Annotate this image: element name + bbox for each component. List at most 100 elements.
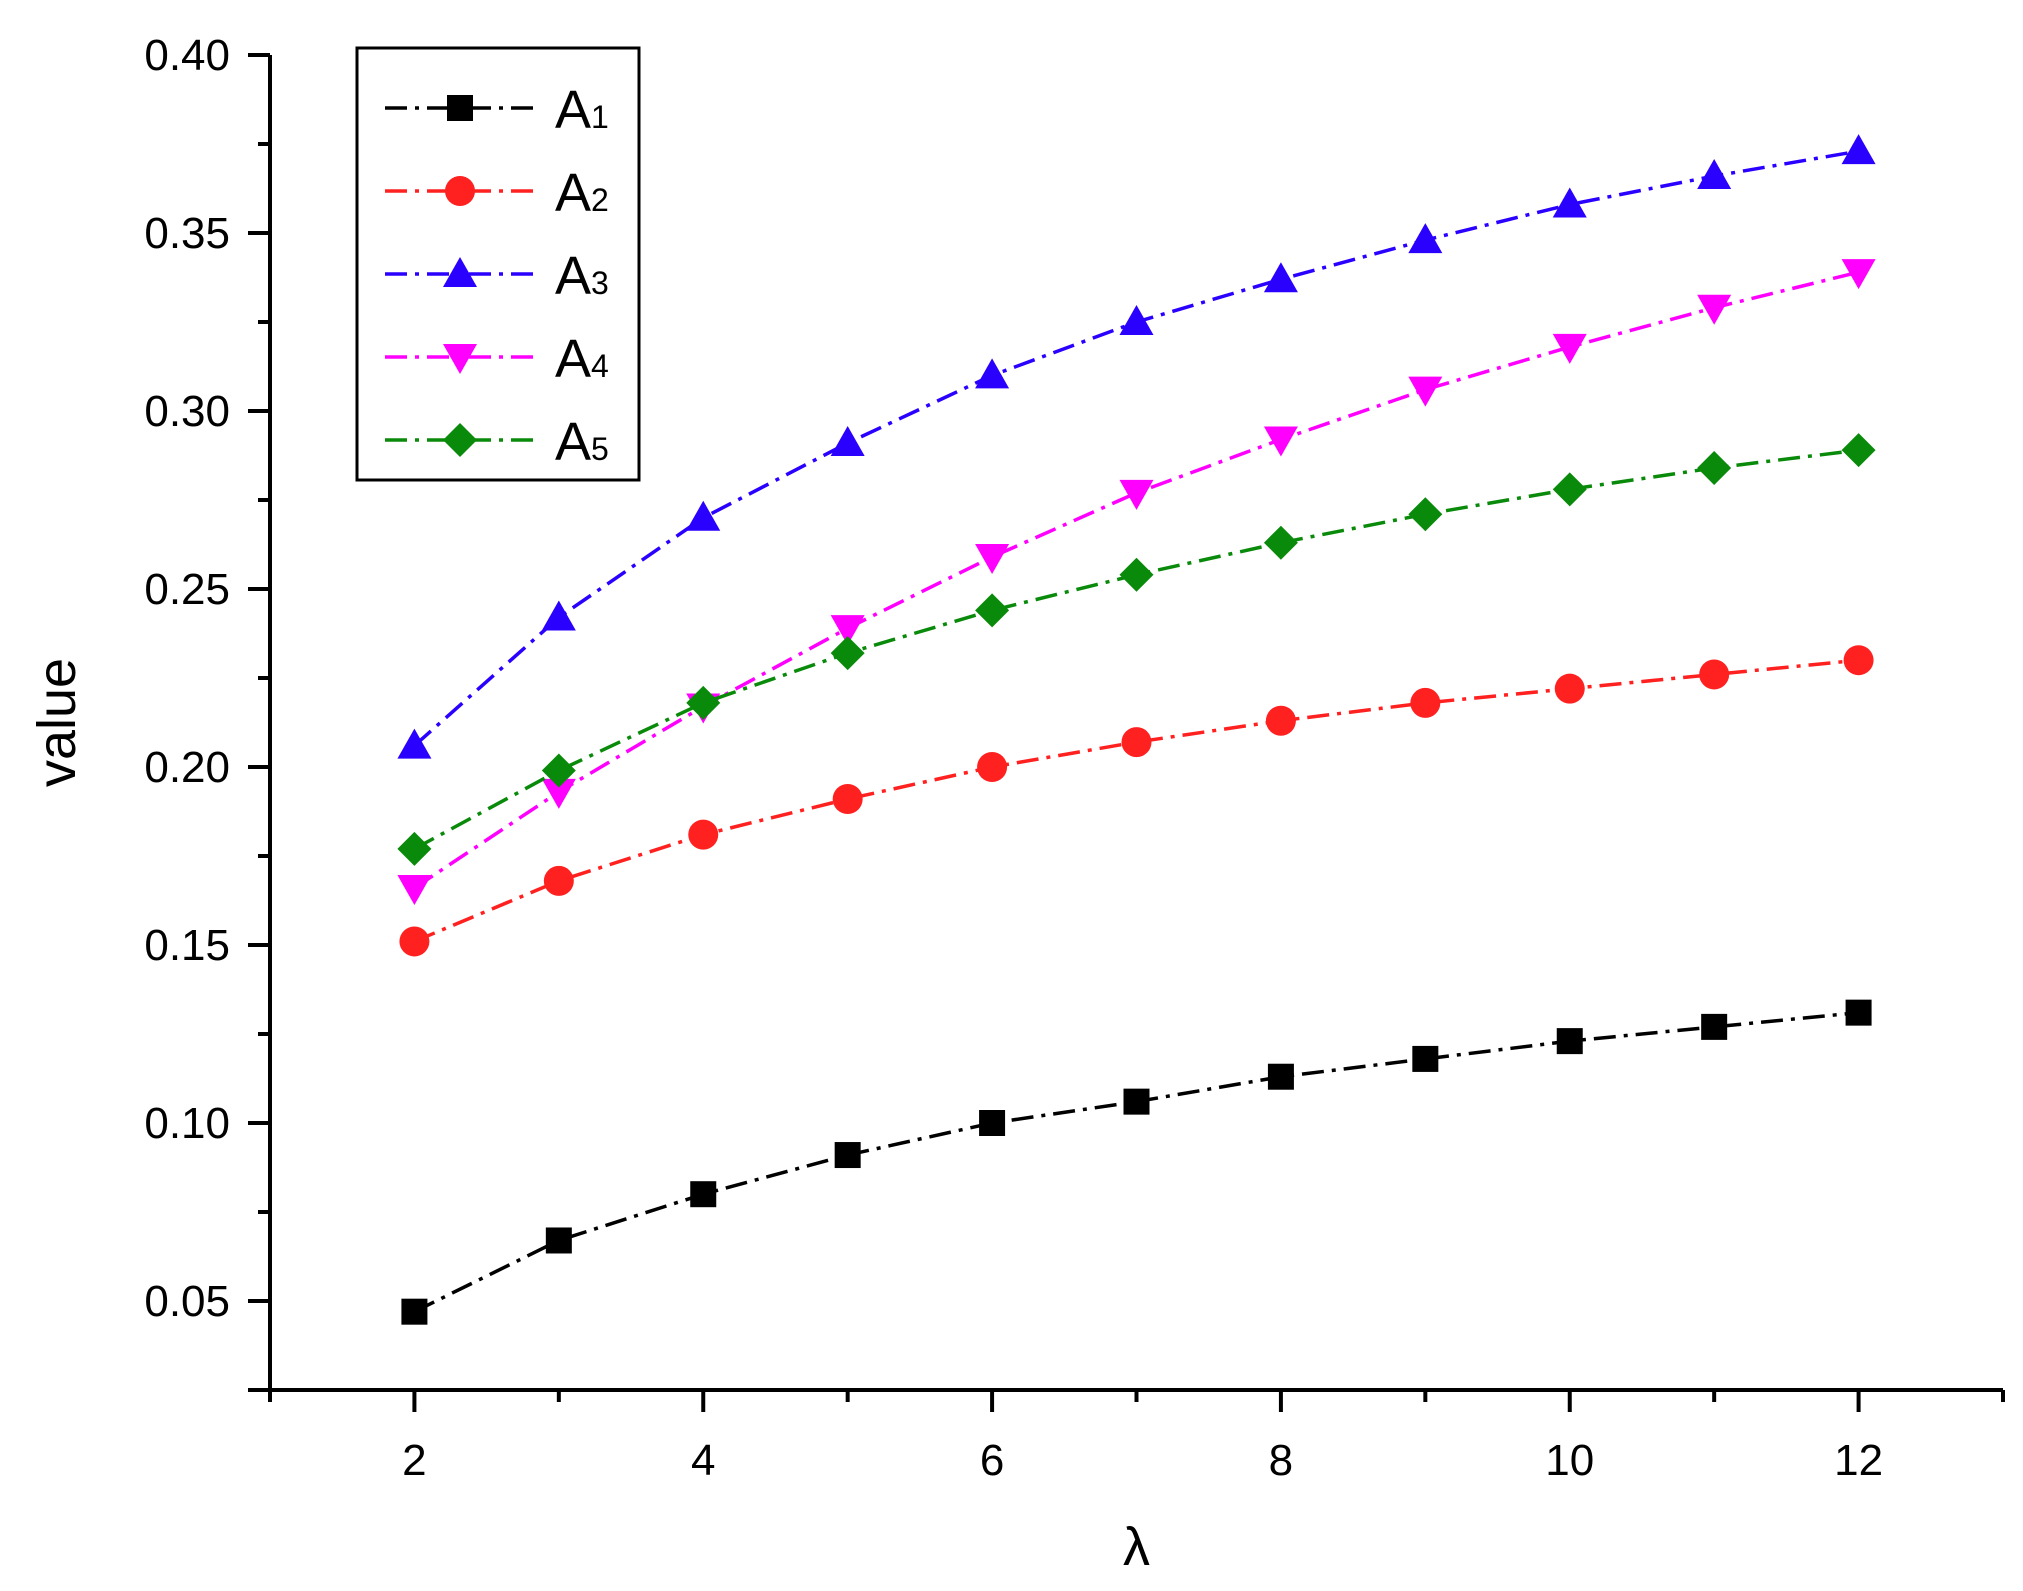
y-tick-label: 0.40 xyxy=(144,31,230,80)
x-axis-title: λ xyxy=(1123,1517,1150,1577)
x-tick-label: 8 xyxy=(1269,1436,1293,1485)
x-tick-label: 2 xyxy=(402,1436,426,1485)
series-A5 xyxy=(397,433,1876,866)
x-tick-label: 10 xyxy=(1545,1436,1594,1485)
legend-label: A5 xyxy=(555,412,609,472)
data-point xyxy=(1412,1045,1439,1072)
data-point xyxy=(397,831,432,866)
legend-label: A4 xyxy=(555,329,609,389)
series-line xyxy=(413,270,1860,890)
legend-label-subscript: 1 xyxy=(591,99,609,135)
legend-marker xyxy=(443,423,477,457)
legend-label-subscript: 2 xyxy=(591,182,609,218)
data-point xyxy=(975,358,1010,389)
data-point xyxy=(543,865,574,896)
data-point xyxy=(834,1142,861,1169)
data-point xyxy=(1408,497,1443,532)
x-tick-label: 6 xyxy=(980,1436,1004,1485)
data-point xyxy=(686,685,721,720)
data-point xyxy=(1408,376,1443,407)
legend-label-main: A xyxy=(555,246,591,306)
data-point xyxy=(832,784,863,815)
legend-box xyxy=(355,46,641,482)
data-point xyxy=(541,778,576,809)
series-line xyxy=(413,1010,1859,1314)
legend-label: A3 xyxy=(555,246,609,306)
data-point xyxy=(1554,673,1585,704)
data-point xyxy=(1552,472,1587,507)
data-point xyxy=(979,1110,1006,1136)
data-point xyxy=(1410,687,1441,718)
series-layer xyxy=(397,134,1876,1325)
data-point xyxy=(690,1181,717,1208)
data-point xyxy=(1697,159,1732,190)
y-tick-label: 0.05 xyxy=(144,1277,230,1326)
data-point xyxy=(1263,525,1298,560)
data-point xyxy=(1697,294,1732,325)
legend-label-main: A xyxy=(555,163,591,223)
data-point xyxy=(1408,223,1443,254)
data-point xyxy=(1845,999,1872,1026)
data-point xyxy=(830,636,865,671)
data-point xyxy=(541,600,576,631)
legend-marker xyxy=(443,257,477,287)
series-A4 xyxy=(397,259,1876,906)
data-point xyxy=(1699,659,1730,690)
legend-label-main: A xyxy=(555,329,591,389)
data-point xyxy=(1697,450,1732,485)
data-point xyxy=(399,926,430,957)
x-tick-label: 4 xyxy=(691,1436,715,1485)
series-line xyxy=(413,658,1859,944)
series-A2 xyxy=(399,645,1874,957)
data-point xyxy=(545,1227,572,1254)
data-point xyxy=(1841,134,1876,165)
data-point xyxy=(1841,259,1876,290)
data-point xyxy=(1556,1028,1583,1055)
y-tick-label: 0.35 xyxy=(144,209,230,258)
data-point xyxy=(1263,426,1298,457)
data-point xyxy=(401,1298,428,1325)
data-point xyxy=(1552,333,1587,364)
legend-label: A2 xyxy=(555,163,609,223)
data-point xyxy=(688,819,719,850)
legend-label-subscript: 4 xyxy=(591,348,609,384)
y-tick-label: 0.10 xyxy=(144,1099,230,1148)
legend-label: A1 xyxy=(555,80,609,140)
data-point xyxy=(1841,433,1876,468)
data-point xyxy=(830,615,865,646)
data-point xyxy=(977,752,1008,782)
data-point xyxy=(975,543,1010,574)
data-point xyxy=(1701,1013,1728,1040)
data-point xyxy=(1265,705,1296,736)
series-A3 xyxy=(397,134,1876,759)
data-point xyxy=(1119,557,1154,592)
data-point xyxy=(397,875,432,906)
legend-label-main: A xyxy=(555,80,591,140)
data-point xyxy=(1119,479,1154,510)
legend-label-main: A xyxy=(555,412,591,472)
legend-marker xyxy=(447,95,473,121)
y-tick-label: 0.25 xyxy=(144,565,230,614)
data-point xyxy=(1552,187,1587,218)
series-line xyxy=(413,448,1859,851)
data-point xyxy=(830,426,865,457)
axes: 2 4 6 8 10 120.050.100.150.200.250.300.350.40 xyxy=(144,31,2005,1485)
legend-marker xyxy=(443,344,477,374)
data-point xyxy=(1843,645,1874,676)
data-point xyxy=(1121,727,1152,758)
legend-marker xyxy=(445,176,475,206)
y-axis-title: value xyxy=(27,658,87,787)
y-tick-label: 0.20 xyxy=(144,743,230,792)
legend-label-subscript: 5 xyxy=(591,431,609,467)
x-tick-label: 12 xyxy=(1834,1436,1883,1485)
data-point xyxy=(686,500,721,531)
y-tick-label: 0.30 xyxy=(144,387,230,436)
data-point xyxy=(541,753,576,788)
data-point xyxy=(975,593,1010,628)
y-tick-label: 0.15 xyxy=(144,921,230,970)
data-point xyxy=(1119,305,1154,335)
data-point xyxy=(1263,262,1298,293)
series-A1 xyxy=(401,999,1872,1325)
